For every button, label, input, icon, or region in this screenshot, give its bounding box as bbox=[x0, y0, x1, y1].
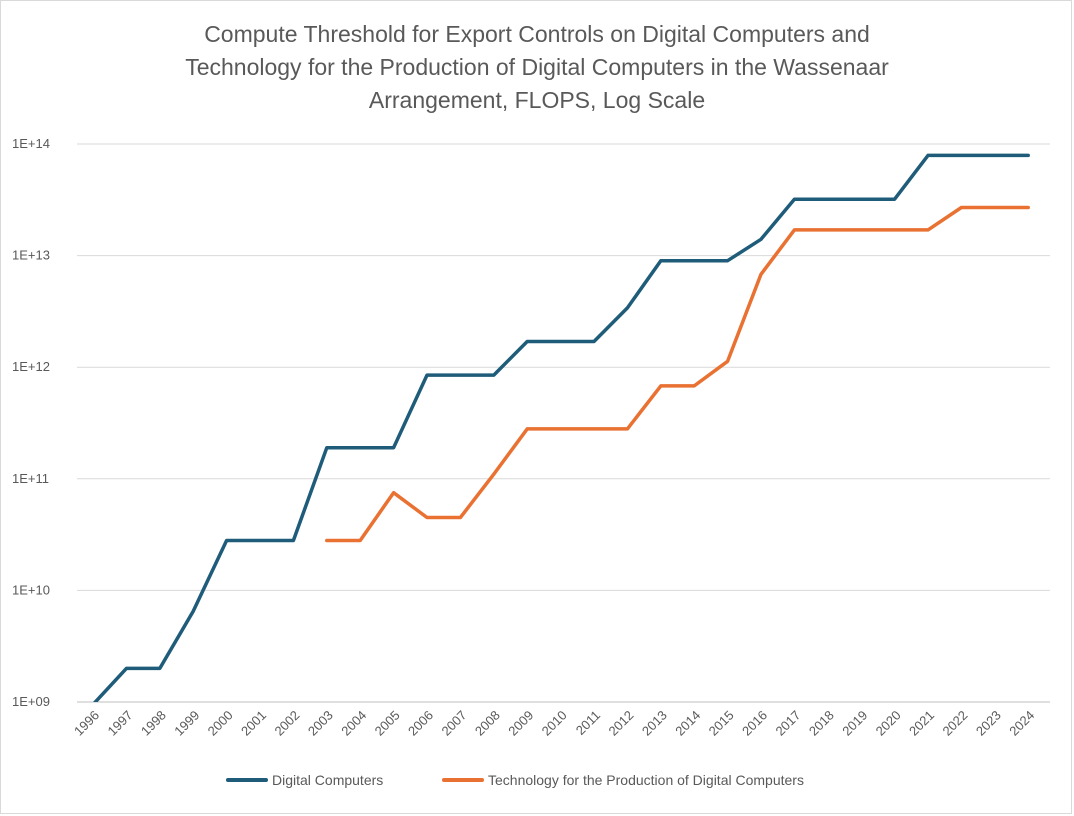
y-tick-label: 1E+14 bbox=[12, 136, 50, 151]
series-line-technology-production bbox=[325, 205, 1030, 543]
x-tick-label: 2003 bbox=[305, 708, 336, 739]
x-tick-label: 2008 bbox=[472, 708, 503, 739]
y-tick-label: 1E+09 bbox=[12, 694, 50, 709]
x-tick-label: 2012 bbox=[605, 708, 636, 739]
y-tick-label: 1E+12 bbox=[12, 359, 50, 374]
gridlines bbox=[77, 143, 1050, 703]
x-tick-label: 2019 bbox=[839, 708, 870, 739]
x-tick-label: 2002 bbox=[271, 708, 302, 739]
x-tick-label: 2006 bbox=[405, 708, 436, 739]
chart-title-line-2: Technology for the Production of Digital… bbox=[185, 54, 889, 80]
legend-label-digital-computers: Digital Computers bbox=[272, 772, 384, 788]
x-tick-label: 2017 bbox=[772, 708, 803, 739]
x-tick-label: 2000 bbox=[205, 708, 236, 739]
x-tick-label: 2013 bbox=[639, 708, 670, 739]
x-tick-label: 2009 bbox=[505, 708, 536, 739]
y-axis-tick-labels: 1E+09 1E+10 1E+11 1E+12 1E+13 1E+14 bbox=[12, 136, 50, 709]
x-tick-label: 2023 bbox=[973, 708, 1004, 739]
legend-label-technology-production: Technology for the Production of Digital… bbox=[488, 772, 804, 788]
chart-title-line-1: Compute Threshold for Export Controls on… bbox=[204, 21, 870, 47]
x-tick-label: 2014 bbox=[672, 708, 703, 739]
chart-title: Compute Threshold for Export Controls on… bbox=[0, 18, 1074, 117]
x-tick-label: 1997 bbox=[104, 708, 135, 739]
x-tick-label: 2001 bbox=[238, 708, 269, 739]
x-tick-label: 1996 bbox=[71, 708, 102, 739]
x-tick-label: 2022 bbox=[939, 708, 970, 739]
x-tick-label: 2018 bbox=[806, 708, 837, 739]
x-tick-label: 2015 bbox=[706, 708, 737, 739]
x-axis-tick-labels: 1996 1997 1998 1999 2000 2001 2002 2003 2004 2005… bbox=[71, 708, 1037, 739]
x-tick-label: 1999 bbox=[171, 708, 202, 739]
x-tick-label: 1998 bbox=[138, 708, 169, 739]
x-tick-label: 2020 bbox=[873, 708, 904, 739]
x-tick-label: 2005 bbox=[372, 708, 403, 739]
chart-title-line-3: Arrangement, FLOPS, Log Scale bbox=[368, 87, 706, 113]
x-tick-label: 2024 bbox=[1006, 708, 1037, 739]
y-tick-label: 1E+10 bbox=[12, 582, 50, 597]
series-lines bbox=[92, 153, 1030, 702]
x-tick-label: 2007 bbox=[438, 708, 469, 739]
x-tick-label: 2011 bbox=[573, 708, 603, 738]
legend-swatch-technology-production bbox=[442, 778, 484, 782]
legend-item-digital-computers[interactable]: Digital Computers bbox=[226, 772, 383, 788]
x-tick-label: 2010 bbox=[539, 708, 570, 739]
y-tick-label: 1E+11 bbox=[12, 471, 49, 486]
series-line-digital-computers bbox=[92, 153, 1030, 702]
x-tick-label: 2004 bbox=[338, 708, 369, 739]
x-tick-label: 2021 bbox=[906, 708, 937, 739]
legend-swatch-digital-computers bbox=[226, 778, 268, 782]
legend: Digital Computers Technology for the Pro… bbox=[0, 772, 1074, 796]
y-tick-label: 1E+13 bbox=[12, 248, 50, 263]
x-tick-label: 2016 bbox=[739, 708, 770, 739]
legend-item-technology-production[interactable]: Technology for the Production of Digital… bbox=[442, 772, 804, 788]
